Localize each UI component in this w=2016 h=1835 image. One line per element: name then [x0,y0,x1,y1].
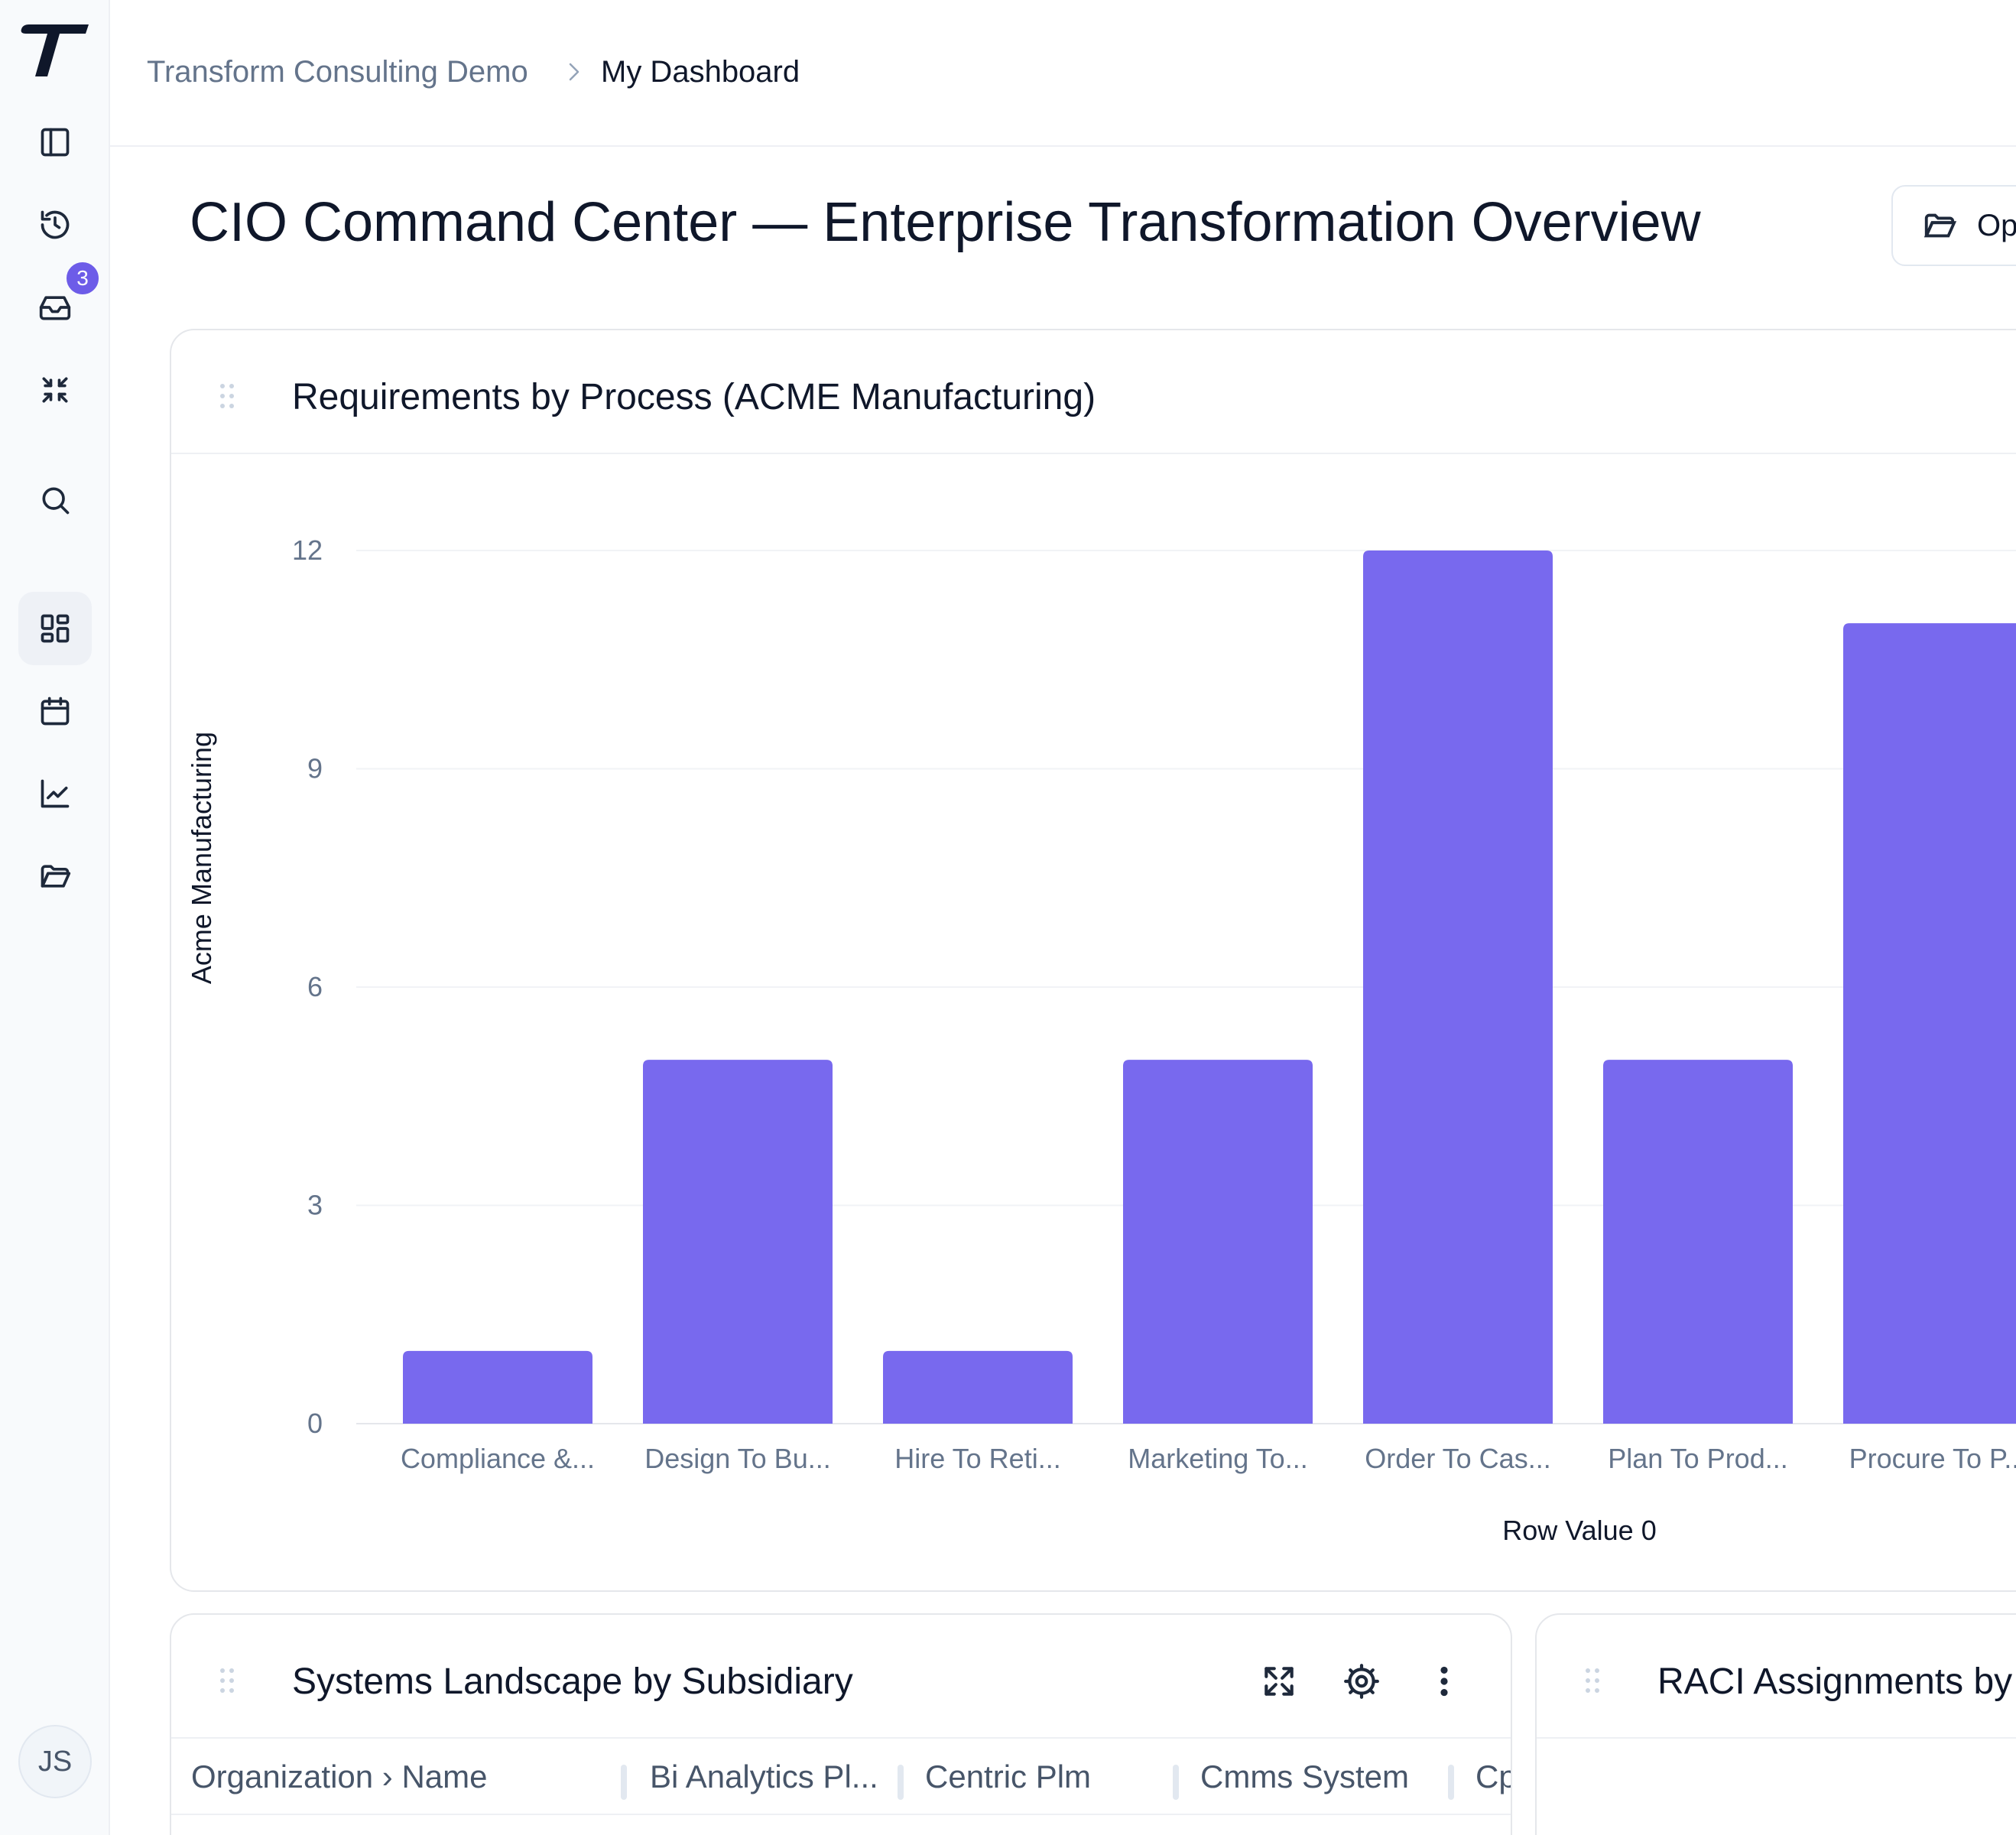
y-tick-label: 0 [307,1408,323,1439]
column-resize-handle[interactable] [1448,1765,1454,1800]
expand-button[interactable] [1260,1662,1298,1700]
bar-chart: 0 3 6 9 12 Compliance &... Design To Bu... Hire… [186,534,2016,1546]
files-button[interactable] [18,840,92,913]
settings-button[interactable] [1342,1662,1381,1700]
drag-handle-icon[interactable] [219,382,235,410]
chevron-right-icon [569,63,579,81]
collapse-button[interactable] [18,353,92,427]
search-icon [42,487,70,515]
chart-bar[interactable] [643,1060,833,1424]
chart-bar[interactable] [1123,1060,1313,1424]
panel-title: Systems Landscape by Subsidiary [292,1661,853,1702]
column-header[interactable]: Cp [1475,1759,1511,1794]
chart-bar[interactable] [1603,1060,1793,1424]
panel-header: RACI Assignments by [1537,1615,2016,1739]
panel-toggle-button[interactable] [18,106,92,179]
x-tick-label: Hire To Reti... [894,1443,1060,1474]
analytics-button[interactable] [18,757,92,830]
sidebar: 3 JS [0,0,110,1835]
panel-header: Requirements by Process (ACME Manufactur… [171,330,2016,454]
inbox-icon [39,296,71,320]
x-tick-label: Plan To Prod... [1608,1443,1787,1474]
column-header[interactable]: Bi Analytics Pl... [650,1759,878,1794]
column-header[interactable]: Centric Plm [925,1759,1092,1794]
y-axis-title: Acme Manufacturing [186,732,217,984]
chart-bar[interactable] [1843,623,2016,1424]
search-button[interactable] [18,463,92,537]
chart-icon [41,779,70,808]
calendar-icon [41,697,70,726]
expand-icon [1264,1667,1294,1696]
gear-icon [1344,1664,1379,1699]
panel-header: Systems Landscape by Subsidiary [171,1615,1511,1739]
chart-bar[interactable] [883,1350,1073,1424]
y-tick-label: 12 [292,534,323,566]
user-avatar[interactable]: JS [18,1725,92,1798]
drag-handle-icon[interactable] [1584,1667,1601,1694]
panel-title: Requirements by Process (ACME Manufactur… [292,377,1096,417]
history-button[interactable] [18,188,92,261]
panel-title: RACI Assignments by [1657,1661,2013,1702]
dashboard-icon [41,614,70,643]
drag-handle-icon[interactable] [219,1667,235,1694]
panel-toggle-icon [41,128,70,157]
column-header[interactable]: Organization › Name [191,1759,488,1794]
breadcrumb-current: My Dashboard [601,55,800,89]
x-tick-label: Design To Bu... [644,1443,830,1474]
y-tick-label: 6 [307,971,323,1002]
column-resize-handle[interactable] [621,1765,627,1800]
column-resize-handle[interactable] [1173,1765,1179,1800]
collapse-icon [42,377,68,403]
table-header: Organization › Name Bi Analytics Pl... C… [171,1739,1511,1815]
open-button[interactable]: Op [1891,185,2016,266]
x-axis-title: Row Value 0 [1502,1515,1656,1546]
x-tick-label: Order To Cas... [1365,1443,1550,1474]
chart-bar[interactable] [403,1350,592,1424]
x-tick-label: Procure To P... [1849,1443,2016,1474]
column-header[interactable]: Cmms System [1200,1759,1409,1794]
folder-icon [1923,213,1957,238]
history-icon [41,210,70,239]
y-tick-label: 3 [307,1190,323,1221]
notification-badge: 3 [64,260,101,297]
inbox-button[interactable] [18,271,92,344]
column-resize-handle[interactable] [898,1765,904,1800]
more-options-button[interactable] [1425,1662,1463,1700]
app-logo-icon[interactable] [17,21,93,83]
raci-assignments-panel: RACI Assignments by [1535,1613,2016,1835]
breadcrumb-root[interactable]: Transform Consulting Demo [147,55,528,89]
x-tick-label: Marketing To... [1128,1443,1307,1474]
calendar-button[interactable] [18,674,92,748]
requirements-chart-panel: Requirements by Process (ACME Manufactur… [170,329,2016,1592]
y-tick-label: 9 [307,753,323,784]
folder-icon [41,865,71,888]
chart-bar[interactable] [1363,550,1553,1424]
more-vertical-icon [1440,1666,1448,1697]
systems-landscape-panel: Systems Landscape by Subsidiary Organiza… [170,1613,1512,1835]
dashboard-button[interactable] [18,592,92,665]
x-tick-label: Compliance &... [401,1443,595,1474]
open-button-label: Op [1977,208,2016,242]
page-title: CIO Command Center — Enterprise Transfor… [190,192,1701,253]
top-bar: Transform Consulting Demo My Dashboard [110,0,2016,147]
